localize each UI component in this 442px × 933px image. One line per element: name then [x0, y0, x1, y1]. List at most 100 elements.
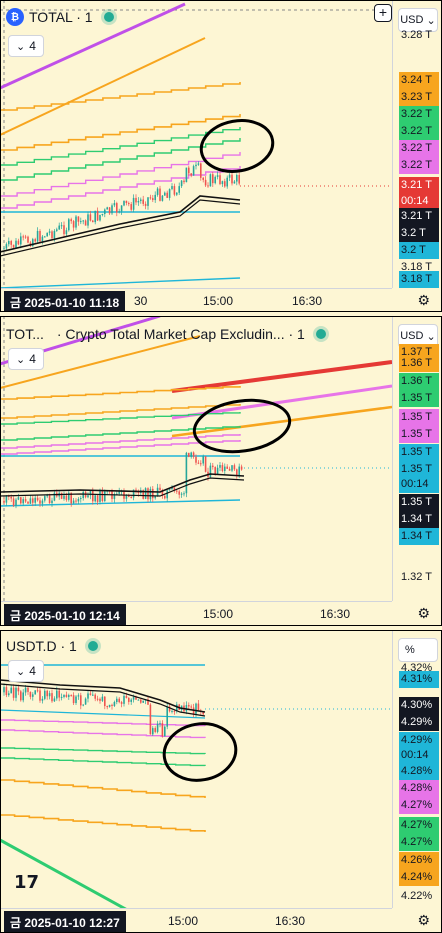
- candle-body: [27, 687, 29, 692]
- candle-body: [111, 704, 113, 706]
- band-green-upper: [0, 127, 241, 166]
- price-label: 00:14: [399, 747, 439, 764]
- candle-body: [60, 492, 63, 499]
- chart-canvas[interactable]: [0, 630, 392, 908]
- price-axis[interactable]: USD ⌄ 3.28 T 3.24 T 3.23 T 3.22 T 3.22 T 3.22…: [392, 0, 442, 288]
- candle-body: [161, 489, 164, 496]
- indicator-count: 4: [29, 352, 36, 366]
- candle-body: [140, 199, 142, 201]
- settings-gear-icon[interactable]: ⚙: [417, 605, 430, 621]
- indicators-toggle[interactable]: ⌄ 4: [8, 35, 44, 57]
- chevron-down-icon: ⌄: [16, 665, 26, 678]
- chart-panel-total[interactable]: ₿ TOTAL · 1 ⌄ 4 + USD ⌄ 3.28 T 3.24 T 3.23…: [0, 0, 442, 312]
- candle-body: [188, 167, 190, 174]
- price-axis[interactable]: % 4.32% 4.31% 4.30% 4.29% 4.29% 00:14 4.28% 4.2…: [392, 630, 442, 908]
- price-label: 4.31%: [399, 671, 439, 688]
- settings-gear-icon[interactable]: ⚙: [417, 912, 430, 928]
- candle-body: [197, 703, 200, 711]
- time-axis[interactable]: 금 2025-01-10 12:14 15:00 16:30: [0, 601, 392, 626]
- candle-body: [63, 495, 65, 499]
- chart-canvas[interactable]: [0, 316, 392, 601]
- add-icon[interactable]: +: [374, 4, 392, 22]
- candle-body: [92, 220, 94, 223]
- candle-body: [99, 698, 101, 701]
- candle-body: [116, 698, 118, 702]
- symbol-name[interactable]: USDT.D · 1: [6, 638, 77, 654]
- price-label: 4.27%: [399, 834, 439, 851]
- symbol-name[interactable]: TOT...: [6, 326, 44, 342]
- currency-select[interactable]: USD ⌄: [398, 8, 438, 32]
- candle-body: [48, 693, 51, 697]
- band-orange-upper: [0, 779, 206, 798]
- time-axis[interactable]: 금 2025-01-10 11:18 30 15:00 16:30: [0, 288, 392, 312]
- currency-select[interactable]: USD ⌄: [398, 324, 438, 348]
- candle-body: [236, 174, 238, 182]
- chart-panel-total2[interactable]: TOT... · Crypto Total Market Cap Excludi…: [0, 316, 442, 626]
- candle-body: [147, 488, 149, 500]
- price-label: 3.2 T: [399, 242, 439, 259]
- candle-body: [80, 695, 82, 706]
- candle-body: [34, 497, 36, 503]
- candle-body: [12, 687, 15, 698]
- candle-body: [236, 469, 238, 477]
- candle-body: [132, 489, 135, 498]
- tradingview-logo: 17: [14, 872, 40, 893]
- candle-body: [101, 213, 104, 215]
- candle-body: [125, 200, 128, 204]
- candle-body: [22, 499, 24, 504]
- chart-panel-usdtd[interactable]: USDT.D · 1 ⌄ 4 17 % 4.32% 4.31% 4.30% 4.29%…: [0, 630, 442, 933]
- settings-gear-icon[interactable]: ⚙: [417, 292, 430, 308]
- candle-body: [32, 498, 34, 503]
- price-label: 3.18 T: [399, 271, 439, 288]
- band-orange-upper: [0, 386, 241, 400]
- candle-body: [46, 495, 48, 497]
- candle-body: [104, 696, 106, 707]
- candle-body: [22, 692, 24, 701]
- chart-canvas[interactable]: [0, 0, 392, 288]
- candle-body: [24, 499, 27, 502]
- candle-body: [27, 236, 29, 243]
- candle-body: [75, 500, 77, 502]
- candle-body: [118, 698, 120, 703]
- candle-body: [20, 691, 22, 701]
- candle-body: [154, 194, 156, 201]
- candle-body: [41, 236, 44, 242]
- candle-body: [84, 698, 87, 705]
- candle-body: [111, 205, 113, 214]
- candle-body: [65, 495, 68, 500]
- ema-line: [0, 473, 245, 493]
- candle-body: [39, 690, 41, 701]
- candle-body: [32, 694, 34, 697]
- time-axis[interactable]: 금 2025-01-10 12:27 15:00 16:30: [0, 908, 392, 933]
- candle-body: [154, 728, 156, 732]
- unit-label: %: [405, 644, 415, 656]
- candle-body: [180, 493, 183, 495]
- candle-body: [72, 695, 75, 704]
- market-open-indicator: [315, 329, 326, 339]
- candle-body: [56, 690, 58, 699]
- candle-body: [231, 465, 233, 471]
- indicators-toggle[interactable]: ⌄ 4: [8, 348, 44, 370]
- candle-body: [3, 500, 5, 503]
- candle-body: [173, 710, 176, 712]
- trendline-orange: [0, 37, 206, 136]
- indicators-toggle[interactable]: ⌄ 4: [8, 660, 44, 682]
- candle-body: [41, 698, 44, 701]
- candle-body: [137, 200, 140, 203]
- highlight-circle: [199, 119, 275, 173]
- candle-body: [68, 219, 70, 231]
- unit-select[interactable]: %: [398, 638, 438, 662]
- legend: TOT... · Crypto Total Market Cap Excludi…: [6, 326, 326, 342]
- price-label: 4.29%: [399, 714, 439, 731]
- candle-body: [116, 203, 118, 213]
- candle-body: [171, 710, 173, 712]
- price-label: 3.22 T: [399, 157, 439, 174]
- candle-body: [92, 490, 94, 502]
- candle-body: [104, 209, 106, 214]
- candle-body: [116, 493, 118, 495]
- symbol-name[interactable]: TOTAL · 1: [29, 9, 93, 25]
- candle-body: [8, 693, 10, 696]
- candle-body: [159, 188, 161, 201]
- candle-body: [32, 239, 34, 247]
- price-axis[interactable]: USD ⌄ 1.37 T 1.36 T 1.36 T 1.35 T 1.35 T 1.35…: [392, 316, 442, 601]
